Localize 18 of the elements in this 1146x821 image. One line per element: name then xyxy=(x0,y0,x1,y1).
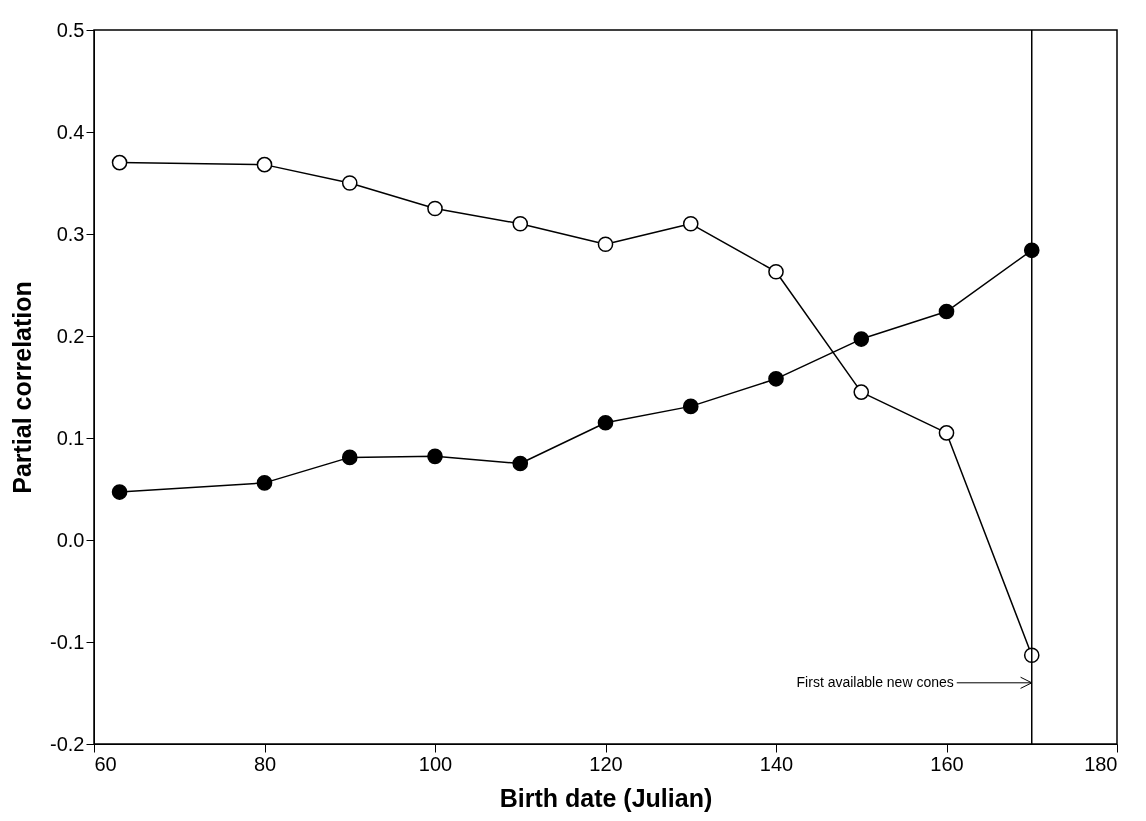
x-tick-label: 160 xyxy=(930,752,964,775)
x-tick-label: 140 xyxy=(759,752,794,775)
y-tick-label: 0.5 xyxy=(56,18,85,41)
y-tick-label: 0.1 xyxy=(56,426,85,449)
y-tick-label: 0.4 xyxy=(56,120,85,143)
y-tick-label: 0.2 xyxy=(56,324,85,347)
y-tick-label: -0.1 xyxy=(50,630,85,653)
annotation: First available new cones xyxy=(796,673,954,690)
x-tick-label: 180 xyxy=(1084,752,1118,775)
y-axis-title: Partial correlation xyxy=(8,281,37,494)
y-tick-label: 0.3 xyxy=(56,222,85,245)
x-tick-label: 120 xyxy=(589,752,623,775)
x-axis-title: Birth date (Julian) xyxy=(499,783,713,812)
x-tick-label: 100 xyxy=(418,752,453,775)
x-tick-label: 80 xyxy=(253,752,277,775)
x-tick-label: 60 xyxy=(94,752,117,775)
y-tick-label: 0.0 xyxy=(56,528,85,551)
y-tick-label: -0.2 xyxy=(50,732,85,755)
